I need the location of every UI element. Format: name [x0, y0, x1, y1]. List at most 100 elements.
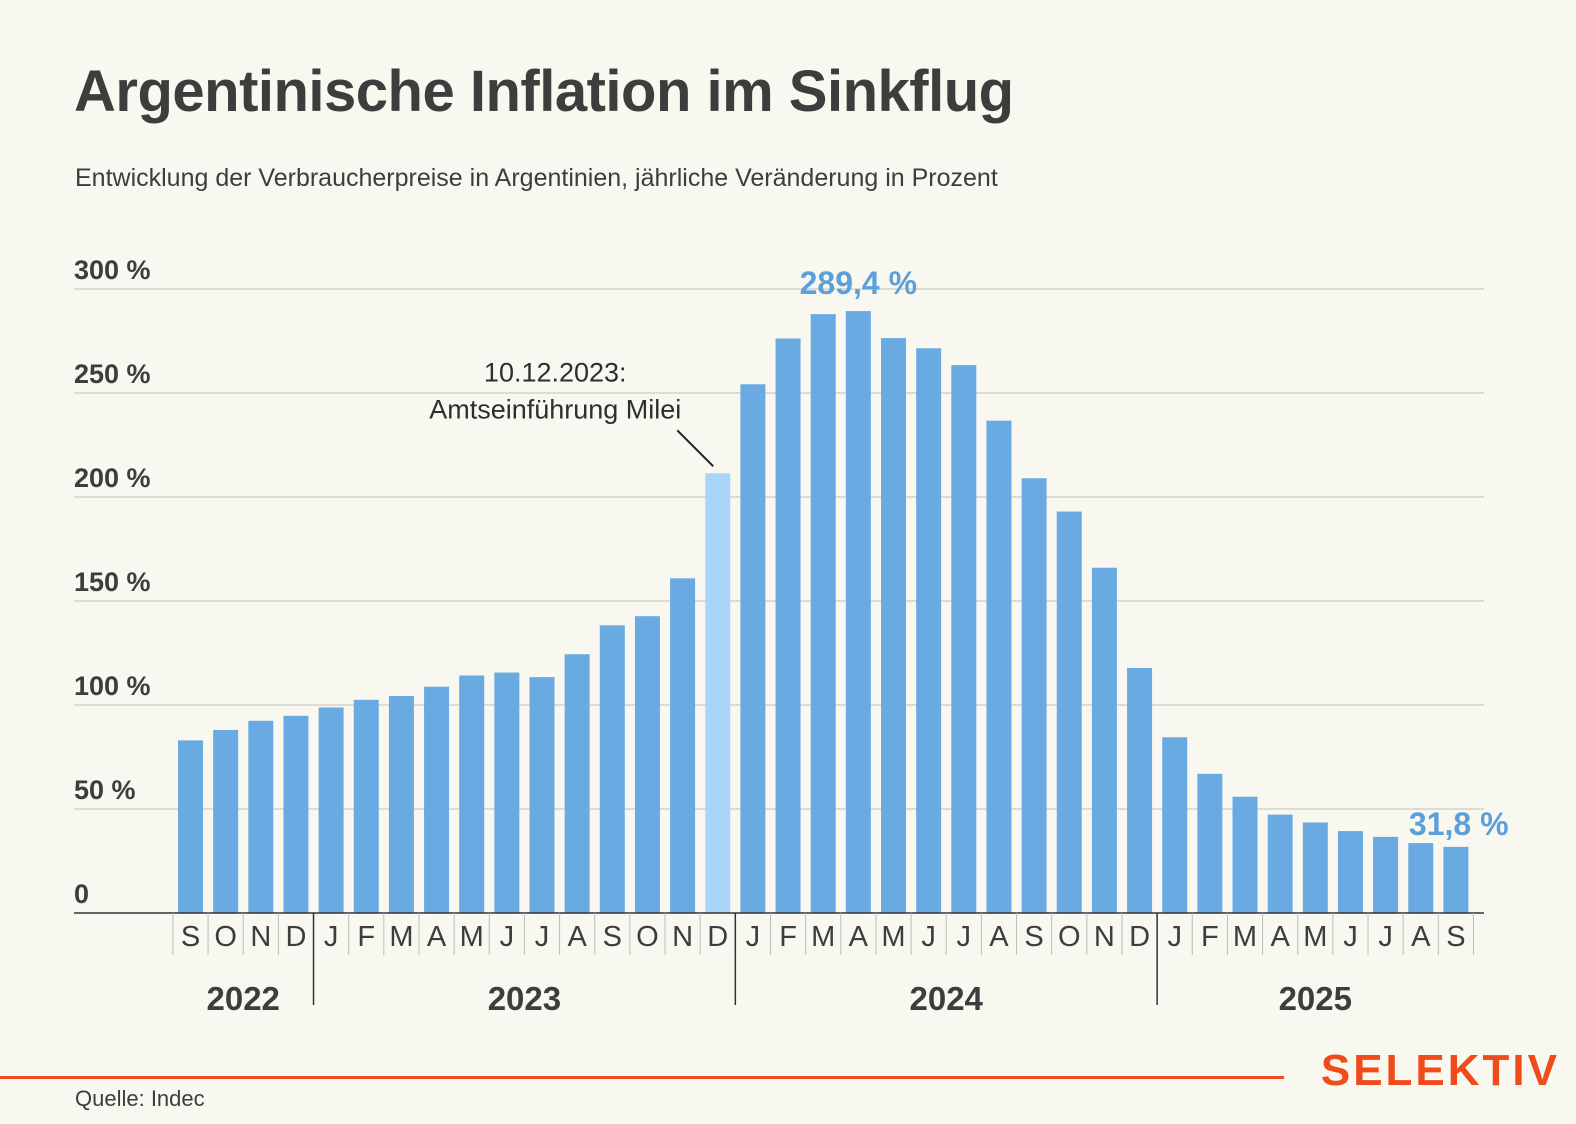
month-tick-label: O: [214, 921, 237, 953]
bar: [1267, 814, 1293, 913]
month-tick-label: F: [1201, 921, 1219, 953]
bar: [564, 654, 590, 913]
year-label: 2023: [488, 980, 561, 1017]
bar: [1408, 843, 1434, 913]
bar: [494, 672, 520, 913]
bar: [916, 348, 942, 913]
bar: [459, 675, 485, 913]
bar: [248, 720, 274, 913]
bar: [424, 686, 450, 913]
month-tick-label: J: [535, 921, 550, 953]
month-tick-label: J: [1378, 921, 1393, 953]
month-tick-label: J: [921, 921, 936, 953]
month-tick-label: J: [746, 921, 761, 953]
bar: [353, 699, 379, 913]
bar: [599, 625, 625, 913]
footer-divider: [0, 1076, 1284, 1079]
month-tick-label: J: [1343, 921, 1358, 953]
bars: [178, 311, 1469, 914]
bar: [1127, 667, 1153, 913]
bar: [283, 715, 309, 913]
month-tick-label: S: [1446, 921, 1465, 953]
month-tick-label: A: [989, 921, 1009, 953]
bar: [1337, 831, 1363, 913]
month-tick-label: N: [250, 921, 271, 953]
month-tick-label: A: [1270, 921, 1290, 953]
bar: [1443, 846, 1469, 913]
data-labels: 289,4 % 31,8 %: [800, 265, 1509, 842]
month-tick-label: F: [357, 921, 375, 953]
month-tick-label: D: [707, 921, 728, 953]
year-label: 2024: [910, 980, 984, 1017]
y-tick-label: 300 %: [74, 255, 151, 285]
month-tick-label: J: [1167, 921, 1182, 953]
month-tick-label: J: [500, 921, 515, 953]
month-tick-label: N: [1094, 921, 1115, 953]
bar: [740, 384, 766, 913]
month-tick-label: M: [460, 921, 484, 953]
month-tick-label: A: [849, 921, 869, 953]
y-tick-label: 200 %: [74, 463, 151, 493]
month-tick-label: S: [603, 921, 622, 953]
month-tick-label: F: [779, 921, 797, 953]
month-tick-label: S: [181, 921, 200, 953]
month-tick-label: A: [1411, 921, 1431, 953]
chart-title: Argentinische Inflation im Sinkflug: [74, 59, 1014, 124]
bar: [951, 365, 977, 913]
y-axis-tick-labels: 0 50 % 100 % 150 % 200 % 250 % 300 %: [74, 255, 151, 909]
bar: [529, 677, 555, 913]
bar: [881, 338, 906, 913]
source-note: Quelle: Indec: [75, 1086, 205, 1111]
y-tick-label: 0: [74, 879, 89, 909]
annotation-leader-line: [676, 429, 714, 467]
bar: [1197, 773, 1223, 913]
month-tick-label: S: [1024, 921, 1043, 953]
month-tick-label: O: [636, 921, 659, 953]
annotation-text: Amtseinführung Milei: [429, 394, 681, 424]
bar: [1162, 737, 1188, 913]
bar: [1373, 836, 1399, 913]
month-tick-label: J: [324, 921, 339, 953]
y-tick-label: 50 %: [74, 775, 136, 805]
month-tick-label: D: [285, 921, 306, 953]
y-tick-label: 100 %: [74, 671, 151, 701]
bar: [178, 740, 203, 913]
month-tick-label: D: [1129, 921, 1150, 953]
bar: [810, 314, 836, 914]
bar: [705, 473, 731, 913]
bar: [1056, 511, 1082, 913]
month-tick-label: N: [672, 921, 693, 953]
bar: [845, 311, 871, 914]
annotation-date: 10.12.2023:: [484, 357, 627, 387]
month-tick-label: A: [567, 921, 587, 953]
month-tick-label: A: [427, 921, 447, 953]
bar: [634, 616, 660, 913]
bar: [1021, 478, 1047, 913]
bar: [775, 338, 801, 913]
bar: [1091, 567, 1117, 913]
bar: [213, 729, 239, 913]
month-tick-label: M: [1233, 921, 1257, 953]
month-tick-label: O: [1058, 921, 1081, 953]
bar: [1302, 822, 1328, 913]
y-tick-label: 150 %: [74, 567, 151, 597]
month-tick-label: M: [881, 921, 905, 953]
bar: [318, 707, 344, 913]
month-tick-label: M: [389, 921, 413, 953]
bar: [986, 420, 1012, 913]
data-label: 31,8 %: [1409, 806, 1509, 842]
bar: [670, 578, 696, 913]
month-tick-label: M: [1303, 921, 1327, 953]
bar: [1232, 796, 1258, 913]
month-tick-label: J: [957, 921, 972, 953]
bar: [388, 696, 414, 913]
year-label: 2025: [1279, 980, 1352, 1017]
brand-logo: SELEKTIV: [1320, 1046, 1560, 1095]
annotation: 10.12.2023: Amtseinführung Milei: [429, 357, 714, 467]
chart-subtitle: Entwicklung der Verbraucherpreise in Arg…: [75, 164, 998, 192]
month-tick-label: M: [811, 921, 835, 953]
x-axis: S O N D J F M A M J J A S O N D J F M A M J J A S O N D J F M A M J J A S202…: [74, 912, 1484, 1017]
data-label: 289,4 %: [800, 265, 917, 301]
year-label: 2022: [207, 980, 280, 1017]
